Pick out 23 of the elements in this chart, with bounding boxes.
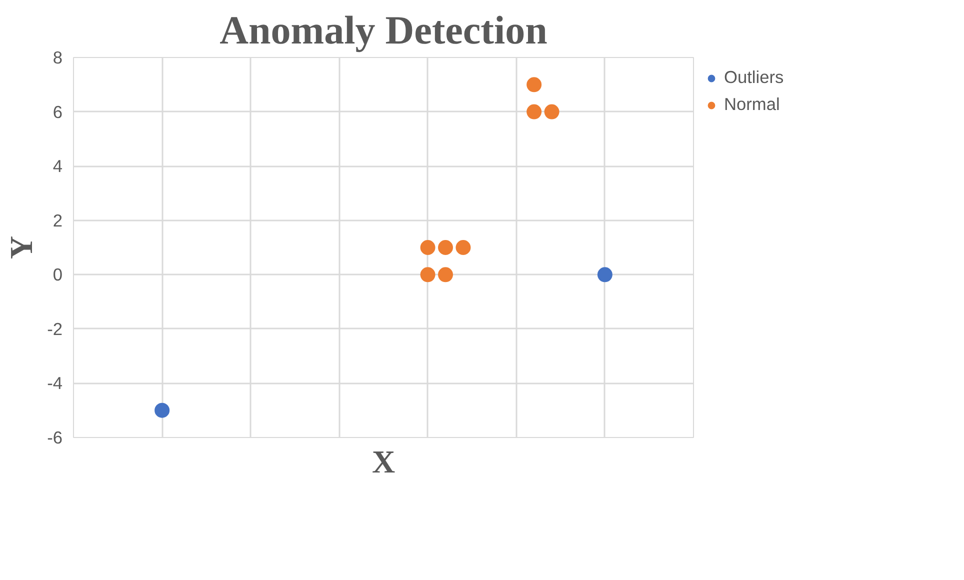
point — [597, 267, 612, 282]
y-tick-label: 0 — [52, 264, 63, 285]
y-tick-label: 8 — [52, 48, 63, 68]
y-tick-label: 2 — [52, 210, 63, 230]
y-tick-label: -6 — [47, 428, 63, 448]
point — [154, 402, 170, 418]
point — [420, 267, 436, 282]
y-tick-label: 6 — [52, 102, 63, 122]
y-axis-title: Y — [3, 236, 40, 260]
x-axis-title: X — [372, 444, 396, 480]
point — [420, 240, 436, 255]
point — [438, 267, 453, 282]
point — [526, 104, 542, 120]
point — [438, 240, 453, 255]
y-tick-label: 4 — [52, 156, 63, 176]
chart-title: Anomaly Detection — [220, 8, 548, 52]
point — [544, 104, 560, 120]
legend-label: Outliers — [724, 67, 784, 88]
y-tick-label: -2 — [47, 318, 63, 339]
point — [456, 240, 471, 255]
point — [526, 77, 542, 92]
legend-label: Normal — [724, 94, 780, 115]
y-tick-label: -4 — [47, 373, 63, 394]
